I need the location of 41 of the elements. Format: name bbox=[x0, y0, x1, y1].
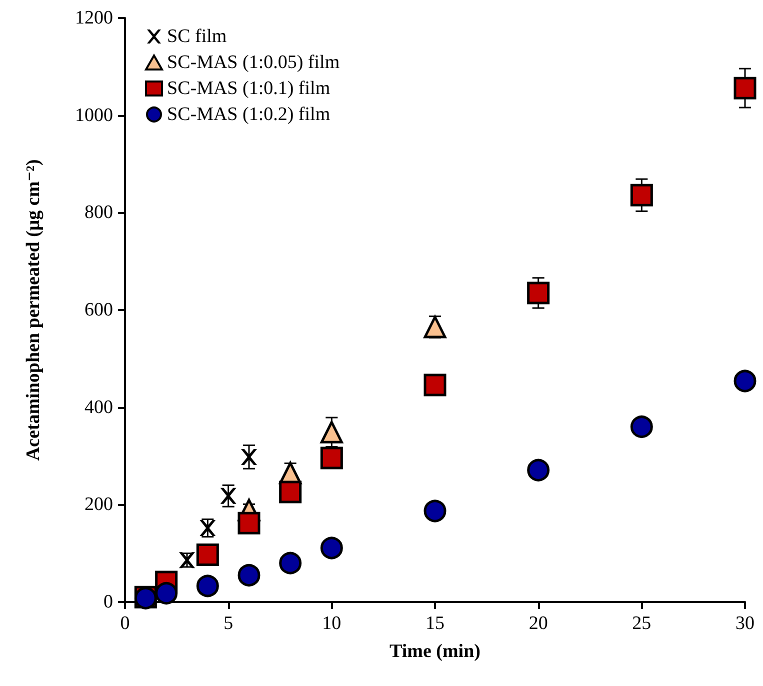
point bbox=[155, 582, 178, 604]
y-tick-label: 1000 bbox=[75, 104, 113, 126]
point bbox=[527, 458, 550, 482]
y-tick-label: 800 bbox=[84, 202, 113, 224]
point bbox=[424, 374, 446, 396]
y-axis-title: Acetaminophen permeated (μg cm⁻²) bbox=[23, 159, 44, 461]
x-axis-title: Time (min) bbox=[390, 641, 480, 662]
y-tick-label: 0 bbox=[104, 592, 113, 612]
legend-label: SC-MAS (1:0.2) film bbox=[167, 104, 330, 125]
point bbox=[424, 500, 446, 522]
point bbox=[220, 488, 236, 504]
x-tick-label: 15 bbox=[426, 613, 444, 634]
y-tick-label: 1200 bbox=[75, 8, 113, 28]
point bbox=[320, 536, 343, 560]
point bbox=[320, 446, 343, 470]
x-tick-label: 0 bbox=[120, 613, 130, 634]
point bbox=[320, 420, 343, 444]
legend-label: SC-MAS (1:0.1) film bbox=[167, 78, 330, 99]
point bbox=[630, 416, 653, 438]
point bbox=[424, 316, 446, 338]
x-tick-label: 10 bbox=[322, 613, 342, 634]
x-tick-label: 30 bbox=[736, 613, 754, 634]
legend-label: SC-MAS (1:0.05) film bbox=[167, 52, 340, 73]
point bbox=[196, 544, 219, 566]
x-tick-label: 25 bbox=[632, 613, 652, 634]
point bbox=[630, 184, 653, 206]
point bbox=[279, 480, 302, 504]
point bbox=[241, 448, 257, 465]
y-tick-label: 400 bbox=[84, 396, 113, 418]
y-tick-label: 600 bbox=[84, 300, 113, 320]
point bbox=[279, 552, 302, 574]
x-tick-label: 5 bbox=[224, 613, 234, 634]
point bbox=[734, 370, 756, 392]
y-tick-label: 200 bbox=[84, 494, 113, 516]
x-tick-label: 20 bbox=[528, 613, 548, 634]
point bbox=[196, 574, 219, 598]
point bbox=[734, 76, 756, 100]
point bbox=[238, 512, 260, 534]
point bbox=[238, 564, 260, 586]
point bbox=[527, 282, 550, 304]
legend-label: SC film bbox=[167, 26, 227, 47]
